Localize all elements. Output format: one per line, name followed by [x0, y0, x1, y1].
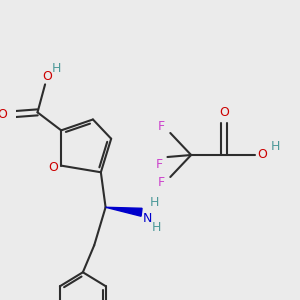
Text: N: N	[142, 212, 152, 225]
Text: F: F	[155, 158, 163, 172]
Polygon shape	[106, 207, 142, 216]
Text: O: O	[49, 161, 58, 174]
Text: O: O	[219, 106, 229, 119]
Text: H: H	[150, 196, 160, 209]
Text: O: O	[42, 70, 52, 83]
Text: F: F	[158, 176, 165, 190]
Text: H: H	[52, 62, 61, 75]
Text: F: F	[158, 121, 165, 134]
Text: H: H	[152, 221, 161, 234]
Text: O: O	[257, 148, 267, 161]
Text: H: H	[271, 140, 280, 154]
Text: O: O	[0, 108, 8, 121]
